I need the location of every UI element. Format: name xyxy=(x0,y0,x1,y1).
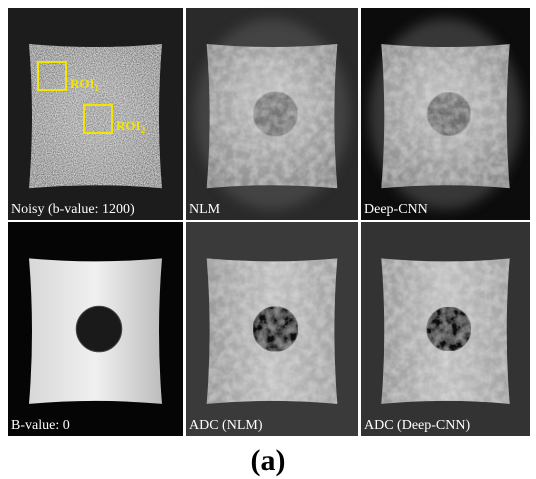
roi-subscript: 1 xyxy=(95,83,100,93)
panel-label: Deep-CNN xyxy=(364,202,428,217)
roi-subscript: 2 xyxy=(141,125,146,135)
panel-label: ADC (Deep-CNN) xyxy=(364,418,470,433)
panel-label: Noisy (b-value: 1200) xyxy=(11,202,135,217)
image-panel: ADC (Deep-CNN) xyxy=(361,222,530,436)
phantom-insert xyxy=(253,307,298,352)
figure: Noisy (b-value: 1200) NLM Deep-CNN B-value:… xyxy=(0,0,536,479)
panel-label: NLM xyxy=(189,202,221,217)
image-panel: B-value: 0 xyxy=(8,222,183,436)
panel-label: ADC (NLM) xyxy=(189,418,263,433)
roi-text: ROI xyxy=(70,76,95,91)
image-panel: ADC (NLM) xyxy=(186,222,358,436)
caption: (a) xyxy=(251,444,286,477)
image-panel: Deep-CNN xyxy=(361,8,530,220)
image-panel: NLM xyxy=(186,8,358,220)
page: Noisy (b-value: 1200) NLM Deep-CNN B-value:… xyxy=(0,0,536,479)
roi-text: ROI xyxy=(116,118,141,133)
phantom-insert xyxy=(253,92,298,137)
image-panel: Noisy (b-value: 1200) xyxy=(8,8,183,220)
phantom-insert xyxy=(427,92,471,136)
phantom-insert xyxy=(427,307,471,351)
panel-label: B-value: 0 xyxy=(11,418,70,433)
phantom-insert xyxy=(76,306,122,352)
